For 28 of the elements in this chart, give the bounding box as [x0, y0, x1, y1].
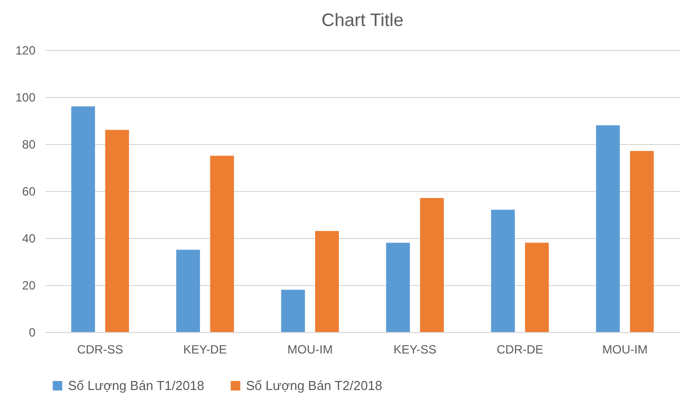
x-tick-label: KEY-DE: [183, 342, 227, 356]
bar: [386, 242, 410, 332]
x-tick-label: MOU-IM: [287, 342, 333, 356]
y-tick-label: 80: [22, 138, 36, 152]
bar: [491, 210, 515, 332]
chart-title: Chart Title: [321, 10, 404, 30]
bar: [525, 242, 549, 332]
x-tick-label: KEY-SS: [394, 342, 436, 356]
legend-label: Số Lượng Bán T2/2018: [246, 378, 382, 393]
y-tick-label: 40: [22, 232, 36, 246]
bar: [420, 198, 444, 332]
bar: [210, 156, 234, 332]
y-tick-label: 0: [28, 326, 36, 340]
y-tick-label: 20: [22, 278, 36, 292]
bar: [630, 151, 654, 332]
bar: [315, 230, 339, 332]
bar: [281, 290, 305, 332]
legend-label: Số Lượng Bán T1/2018: [68, 378, 204, 393]
bar: [596, 125, 620, 332]
x-tick-label: MOU-IM: [602, 342, 648, 356]
x-tick-label: CDR-DE: [496, 342, 544, 356]
y-tick-label: 120: [15, 44, 36, 58]
y-tick-label: 60: [22, 184, 36, 198]
y-tick-label: 100: [15, 90, 36, 104]
bar: [71, 106, 96, 332]
bar: [105, 130, 129, 332]
bar: [176, 250, 200, 332]
x-tick-label: CDR-SS: [77, 342, 124, 356]
